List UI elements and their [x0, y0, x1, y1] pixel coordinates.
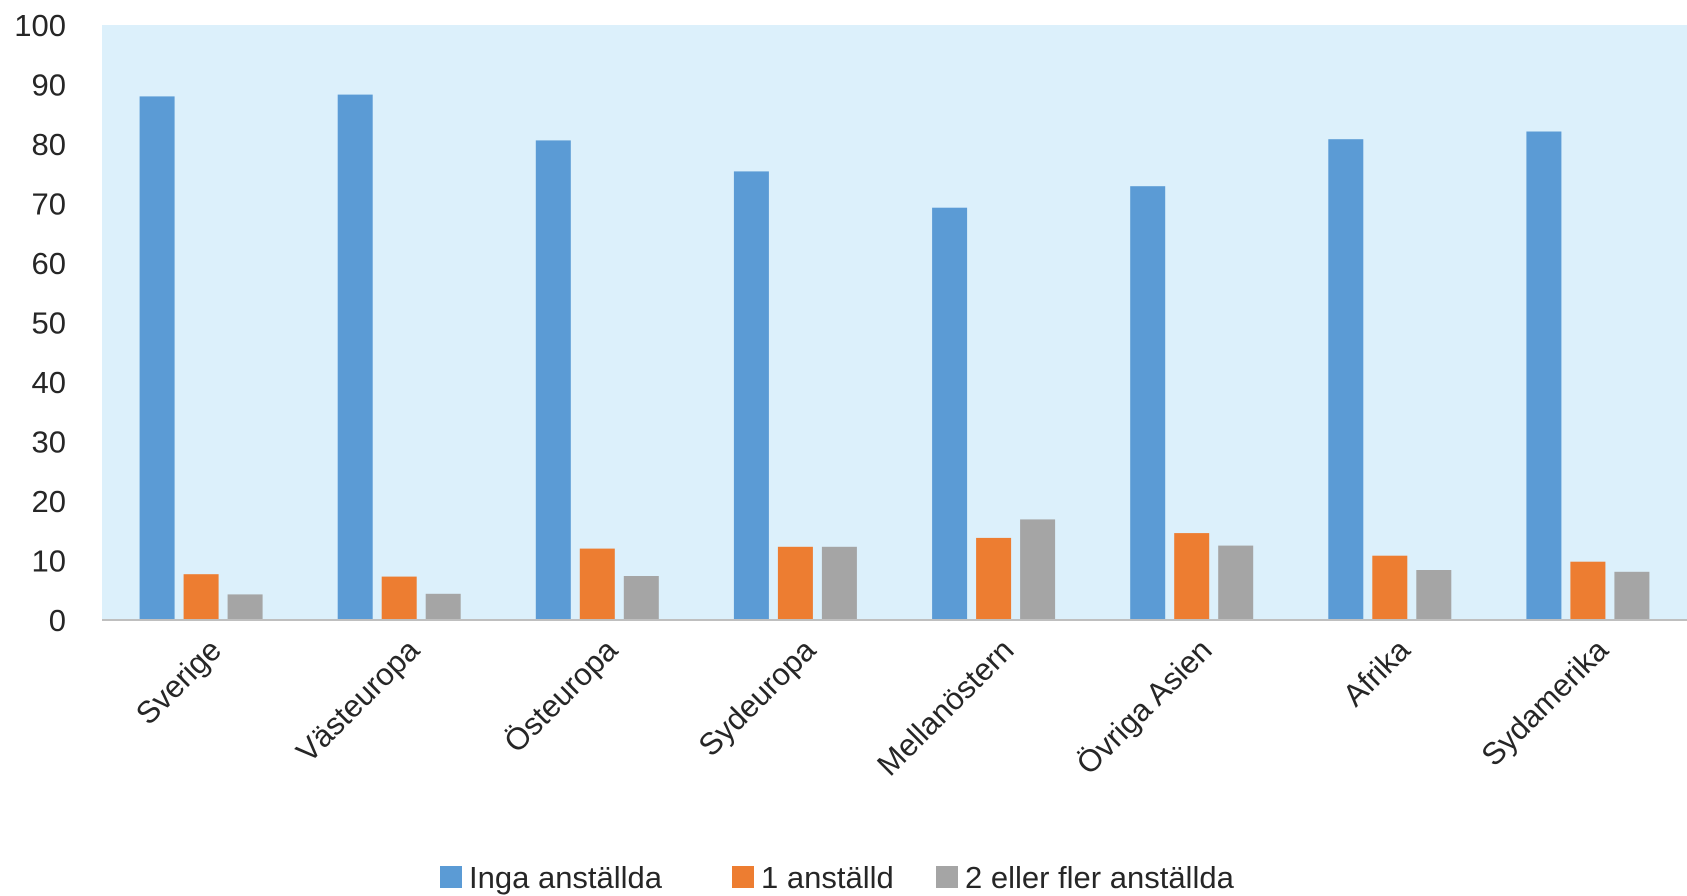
- x-tick-label: Sydeuropa: [692, 632, 823, 763]
- bar: [1218, 545, 1254, 620]
- x-axis-labels: Sverige Västeuropa Östeuropa Sydeuropa Mella…: [129, 632, 1615, 783]
- bar: [976, 537, 1012, 620]
- x-tick-label: Östeuropa: [497, 632, 625, 760]
- y-tick-label: 20: [32, 484, 66, 519]
- bar: [535, 140, 571, 620]
- legend-label: Inga anställda: [469, 860, 663, 895]
- x-tick-label: Afrika: [1336, 632, 1417, 713]
- bar: [183, 574, 219, 620]
- y-tick-label: 100: [14, 8, 66, 43]
- bar: [227, 594, 263, 620]
- legend-label: 2 eller fler anställda: [965, 860, 1235, 895]
- bar: [579, 548, 615, 620]
- bar: [1526, 131, 1562, 620]
- x-tick-label: Sydamerika: [1474, 632, 1615, 773]
- y-axis-ticks: 0 10 20 30 40 50 60 70 80 90 100: [14, 8, 66, 638]
- bar: [425, 593, 461, 620]
- bar-series: [139, 94, 1650, 621]
- bar: [337, 94, 373, 621]
- bar: [1328, 139, 1364, 620]
- bar: [821, 546, 857, 620]
- bar: [733, 171, 769, 620]
- bar: [381, 576, 417, 620]
- x-tick-label: Övriga Asien: [1070, 632, 1219, 781]
- y-tick-label: 90: [32, 68, 66, 103]
- bar: [1174, 533, 1210, 620]
- legend-swatch: [440, 866, 462, 888]
- bar: [932, 207, 968, 620]
- bar: [1130, 186, 1166, 620]
- legend-swatch: [732, 866, 754, 888]
- y-tick-label: 10: [32, 544, 66, 579]
- bar: [1614, 571, 1650, 620]
- y-tick-label: 0: [49, 603, 66, 638]
- bar: [1372, 555, 1408, 620]
- legend: Inga anställda 1 anställd 2 eller fler ans…: [440, 860, 1235, 895]
- bar: [1570, 561, 1606, 620]
- y-tick-label: 30: [32, 425, 66, 460]
- y-tick-label: 40: [32, 365, 66, 400]
- bar: [1416, 570, 1452, 620]
- y-tick-label: 50: [32, 306, 66, 341]
- y-tick-label: 80: [32, 127, 66, 162]
- bar: [139, 96, 175, 620]
- legend-label: 1 anställd: [761, 860, 894, 895]
- x-tick-label: Västeuropa: [289, 632, 426, 769]
- bar: [623, 576, 659, 620]
- bar: [777, 546, 813, 620]
- bar: [1020, 519, 1056, 620]
- x-tick-label: Mellanöstern: [870, 632, 1020, 782]
- x-tick-label: Sverige: [129, 632, 228, 731]
- y-tick-label: 60: [32, 246, 66, 281]
- legend-swatch: [936, 866, 958, 888]
- y-tick-label: 70: [32, 187, 66, 222]
